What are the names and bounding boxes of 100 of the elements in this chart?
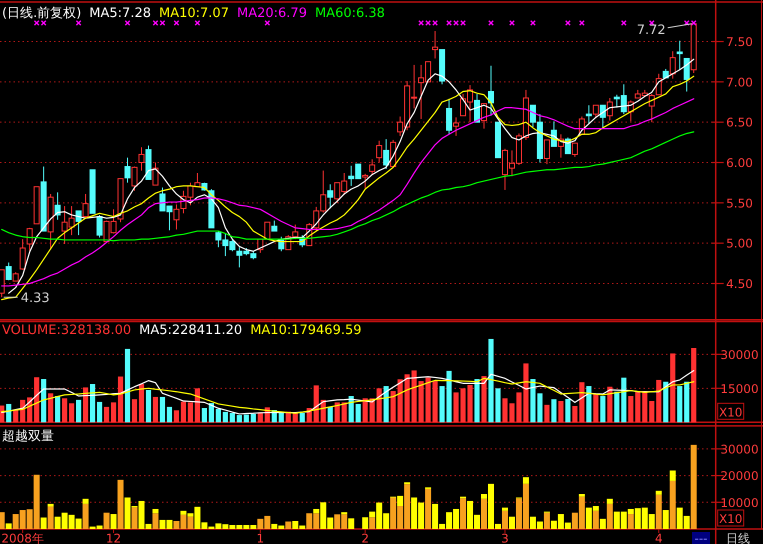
bar [76,400,82,422]
bar [481,376,487,422]
text: MA5:228411.20 [139,323,242,338]
y-tick-label: 20000 [720,469,759,484]
bar [48,506,54,529]
bar [132,399,138,422]
annotation: 7.72 [636,22,666,38]
y-tick-label: 30000 [720,442,759,456]
bar [460,388,466,422]
bar [250,414,256,422]
bar [6,523,12,529]
bar [523,363,529,422]
bar [174,410,180,422]
candlestick [173,204,180,230]
bar [488,338,494,422]
bar [328,406,333,422]
annotation: 4.33 [20,291,50,306]
candlestick [488,65,494,116]
y-tick-label: 5.50 [726,196,753,210]
chart-title: 超越双量 [2,428,54,444]
bar [90,384,96,422]
candlestick [138,146,145,172]
bar [537,393,543,422]
bar [453,392,459,422]
x-tick-label: 3 [501,532,509,544]
bar [432,381,438,422]
text: MA60:6.38 [314,6,385,21]
bar [628,514,634,529]
y-tick-label: 30000 [720,348,759,362]
text: MA20:6.79 [236,6,307,21]
bar [600,396,606,422]
bar [474,379,480,422]
y-tick-label: 7.00 [726,75,753,90]
x-tick-label: 2008年 [1,532,44,544]
bar [6,404,12,422]
bar [656,494,662,529]
y-tick-label: 6.00 [726,156,753,170]
bar [124,348,130,422]
bar [40,518,47,529]
bar [690,444,697,529]
bar [34,377,40,422]
bar [522,477,529,484]
x-tick-label: 12 [106,532,122,544]
bar [544,404,550,422]
bar [586,386,592,422]
bar [244,414,249,422]
bar [62,398,68,422]
y-tick-label: 6.50 [726,116,753,130]
bar [384,386,389,422]
bar [502,510,508,529]
bar [222,412,228,422]
bar [425,488,432,529]
bar [390,391,396,422]
bar [110,514,117,529]
bar [600,518,606,529]
x-tick-label: 2 [361,532,369,544]
bar [656,490,662,495]
y-tick-label: 5.00 [726,236,753,251]
x-tick-label: 4 [654,532,663,544]
bar [607,386,612,422]
bar [104,406,110,422]
y-tick-label: 10000 [720,496,759,510]
bar [467,384,473,422]
bar [663,382,668,422]
y-tick-label: 7.50 [726,35,753,50]
bar [180,402,186,422]
bar [55,396,60,422]
bar [670,470,676,481]
bar [216,408,221,422]
bar [369,517,376,529]
line-series [1,370,694,415]
bar [481,498,488,529]
line-series [1,378,694,414]
bar [508,516,515,529]
bar [495,388,501,422]
bar [558,401,564,422]
bar [362,517,368,529]
bar [404,374,410,422]
bar [82,498,89,504]
bar [236,415,242,422]
bar [48,504,54,507]
bar [118,480,124,529]
bar [662,510,669,529]
text: MA10:179469.59 [250,323,362,338]
bar [208,403,214,422]
bar [48,393,54,422]
bar [691,348,696,422]
bar [502,508,508,511]
text: --- [694,532,708,544]
bar [138,384,144,422]
bar [146,390,152,422]
bar [230,413,235,422]
bar [592,510,599,529]
text: MA10:7.07 [159,6,229,21]
text: X10 [718,512,742,526]
bar [152,508,158,514]
bar [565,398,570,422]
bar [152,396,158,422]
candlestick [432,30,438,59]
bar [593,394,598,422]
